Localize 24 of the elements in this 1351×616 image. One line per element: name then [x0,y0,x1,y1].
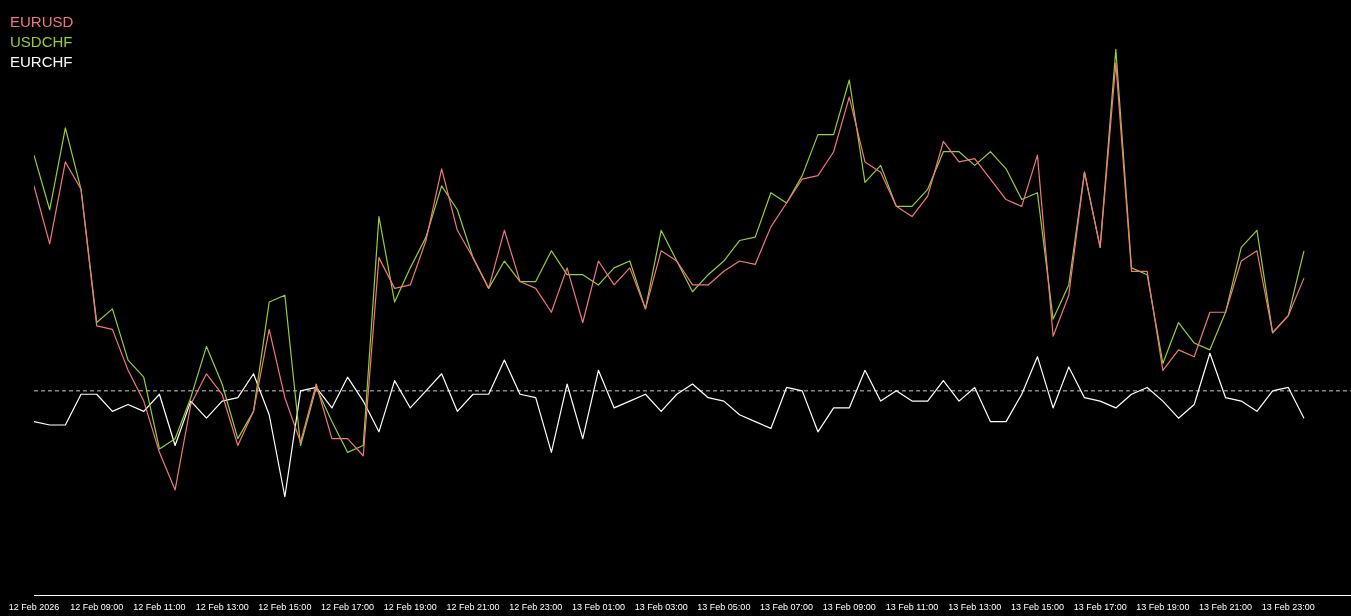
x-tick-label: 13 Feb 05:00 [697,602,751,613]
x-tick-label: 12 Feb 19:00 [383,602,437,613]
x-tick-label: 13 Feb 17:00 [1073,602,1127,613]
x-tick-label: 13 Feb 23:00 [1261,602,1315,613]
x-tick-label: 13 Feb 19:00 [1136,602,1190,613]
text: USDCHF [10,32,74,52]
x-tick-label: 12 Feb 23:00 [509,602,563,613]
x-tick-label: 13 Feb 13:00 [948,602,1002,613]
x-tick-label: 12 Feb 2026 [8,602,60,613]
x-tick-label: 12 Feb 21:00 [446,602,500,613]
x-tick-label: 12 Feb 17:00 [321,602,375,613]
x-tick-label: 12 Feb 15:00 [258,602,312,613]
x-tick-label: 12 Feb 13:00 [195,602,249,613]
text: EURUSD [10,12,74,32]
x-tick-label: 13 Feb 15:00 [1010,602,1064,613]
x-tick-label: 13 Feb 09:00 [822,602,876,613]
x-tick-label: 12 Feb 09:00 [70,602,124,613]
x-tick-label: 13 Feb 11:00 [885,602,939,613]
x-tick-label: 13 Feb 03:00 [634,602,688,613]
x-tick-label: 13 Feb 07:00 [760,602,814,613]
x-tick-label: 13 Feb 01:00 [571,602,625,613]
text: EURCHF [10,52,74,72]
x-tick-label: 13 Feb 21:00 [1199,602,1253,613]
x-tick-label: 12 Feb 11:00 [133,602,186,613]
